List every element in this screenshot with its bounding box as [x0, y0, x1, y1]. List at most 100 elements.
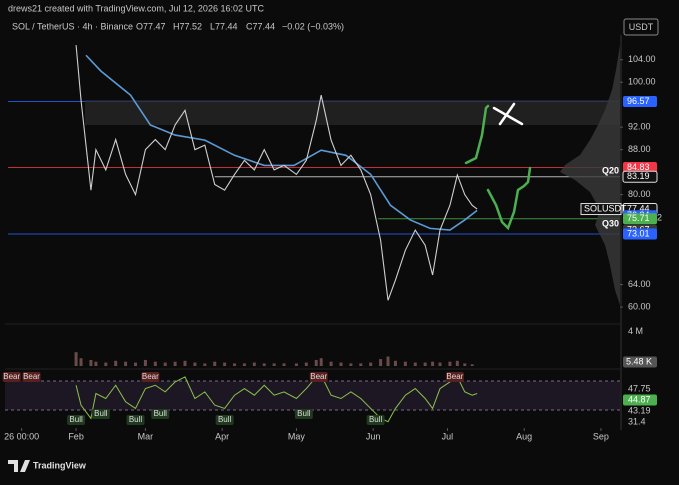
low: L77.44	[210, 21, 238, 31]
volume-bar	[203, 363, 207, 366]
volume-bar	[438, 362, 442, 366]
level-tag: Q20	[602, 165, 619, 175]
zone	[85, 100, 620, 125]
signal-label: Bear	[142, 372, 159, 381]
price-label: 73.01	[627, 228, 650, 238]
signal-label: Bull	[129, 415, 143, 424]
signal-label: Bear	[310, 372, 327, 381]
signal-box	[151, 409, 170, 419]
price-line	[85, 54, 478, 231]
drawn-arrow-up	[464, 104, 490, 165]
volume-bar	[423, 362, 427, 366]
rsi-line	[75, 374, 478, 423]
logo-mark	[8, 460, 30, 472]
price-label-box	[623, 96, 657, 107]
x-tick-label: Feb	[68, 431, 84, 441]
signal-label: Bear	[3, 372, 20, 381]
volume-bar	[329, 361, 333, 366]
volume-bar	[173, 361, 177, 366]
y-tick-label: 100.00	[628, 77, 656, 87]
volume-tick-label: 4 M	[628, 326, 643, 336]
y-tick-label: 104.00	[628, 54, 656, 64]
volume-bar	[272, 363, 276, 366]
volume-bar	[163, 362, 167, 366]
signal-box	[366, 415, 385, 425]
volume-bar	[124, 361, 128, 366]
volume-bar	[282, 363, 286, 366]
signal-box	[309, 372, 328, 382]
price-label-box	[623, 161, 657, 173]
x-tick-label: Apr	[215, 431, 229, 441]
volume-bar	[242, 363, 246, 366]
price-label: 83.19	[627, 171, 650, 181]
price-label-box	[623, 228, 657, 240]
volume-bar	[252, 362, 256, 366]
volume-bar	[74, 352, 78, 366]
x-tick-label: Mar	[138, 431, 154, 441]
volume-bar	[294, 363, 298, 366]
drawn-cross	[492, 102, 524, 126]
volume-bar	[455, 360, 459, 366]
price-label: 96.57	[627, 96, 650, 106]
y-tick-label: 88.00	[628, 144, 651, 154]
volume-bar	[463, 363, 467, 366]
volume-bar	[448, 361, 452, 366]
x-tick-label: 26 00:00	[4, 431, 39, 441]
volume-bar	[94, 361, 98, 366]
volume-bar	[193, 362, 197, 366]
volume-bar	[134, 362, 137, 366]
volume-bar	[304, 362, 308, 366]
volume-bar	[319, 358, 323, 366]
volume-bar	[379, 359, 383, 366]
y-tick-label: 64.00	[628, 279, 651, 289]
symbol-tag-box	[580, 203, 622, 216]
volume-bar	[386, 356, 390, 366]
signal-label: Bull	[369, 415, 383, 424]
rsi-tick-label: 31.4	[628, 416, 646, 426]
x-tick-label: Aug	[516, 431, 532, 441]
drawn-path	[486, 166, 532, 231]
volume-bar	[393, 360, 397, 366]
price-label: 75.71	[627, 213, 650, 223]
signal-label: Bull	[69, 415, 83, 424]
volume-bar	[349, 363, 353, 366]
brand: TradingView	[33, 460, 87, 470]
volume-bar	[431, 361, 435, 366]
signal-label: Bull	[154, 409, 168, 418]
signal-label: Bull	[94, 409, 108, 418]
signal-label: Bull	[218, 415, 232, 424]
signal-box	[141, 372, 160, 382]
signal-label: Bull	[297, 409, 311, 418]
x-tick-label: Jul	[442, 431, 454, 441]
rsi-band	[5, 381, 620, 410]
volume-bar	[223, 362, 227, 366]
signal-label: Bear	[446, 372, 463, 381]
volume-bar	[183, 360, 187, 366]
rsi-label-box	[623, 394, 657, 406]
rsi-tick-label: 44.87	[628, 394, 651, 404]
volume-bar	[413, 362, 417, 366]
y-tick-label: 80.00	[628, 189, 651, 199]
x-tick-label: Jun	[366, 431, 381, 441]
change: −0.02 (−0.03%)	[282, 21, 344, 31]
price-line	[75, 45, 478, 301]
high: H77.52	[173, 21, 202, 31]
level-tag: Q30	[602, 218, 619, 228]
volume-bar	[339, 362, 343, 366]
rsi-tick-label: 43.19	[628, 405, 651, 415]
volume-bar	[359, 363, 363, 366]
close: C77.44	[246, 21, 275, 31]
signal-box	[22, 372, 41, 382]
signal-box	[67, 415, 86, 425]
x-tick-label: Sep	[593, 431, 609, 441]
y-tick-label: 60.00	[628, 301, 651, 311]
credit: drews21 created with TradingView.com, Ju…	[8, 3, 264, 13]
signal-label: Bear	[23, 372, 40, 381]
volume-bar	[104, 362, 108, 366]
signal-box	[91, 409, 110, 419]
currency-box[interactable]	[623, 18, 659, 36]
price-label-box	[623, 213, 657, 225]
volume-bar	[470, 364, 474, 366]
currency[interactable]: USDT	[629, 22, 654, 32]
